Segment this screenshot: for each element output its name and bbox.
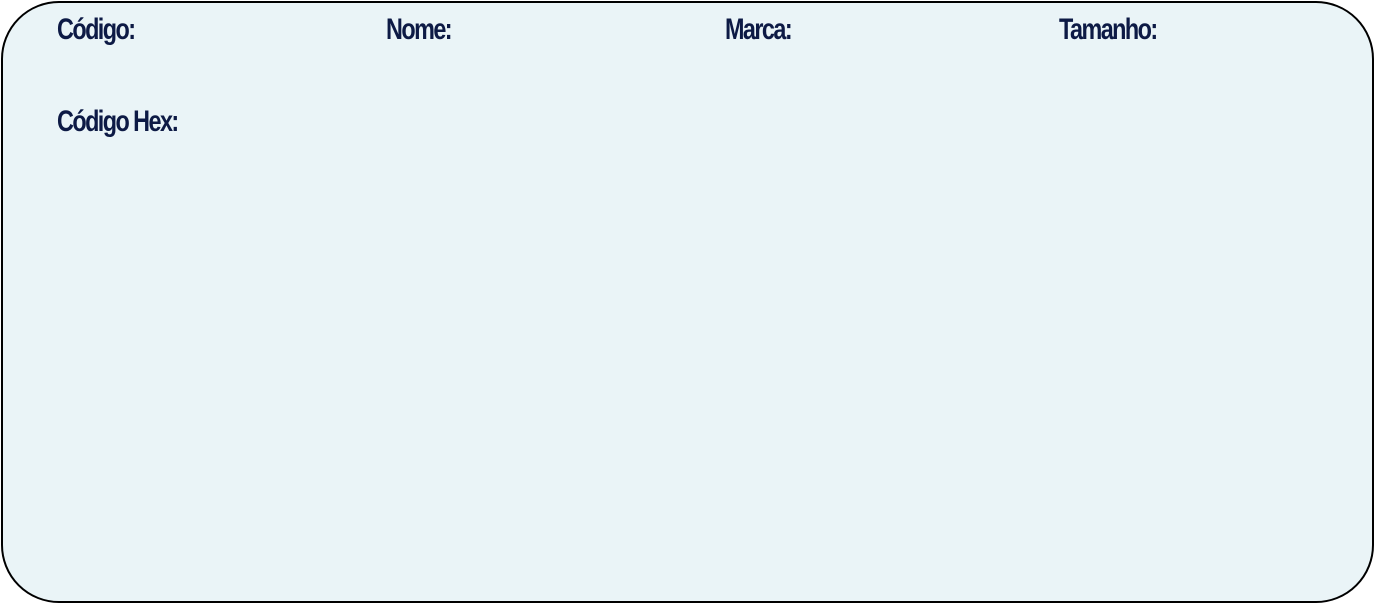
marca-label: Marca: [725, 13, 793, 46]
codigo-hex-label: Código Hex: [57, 105, 179, 138]
nome-label: Nome: [386, 13, 453, 46]
codigo-label: Código: [57, 13, 136, 46]
tamanho-label: Tamanho: [1059, 13, 1158, 46]
